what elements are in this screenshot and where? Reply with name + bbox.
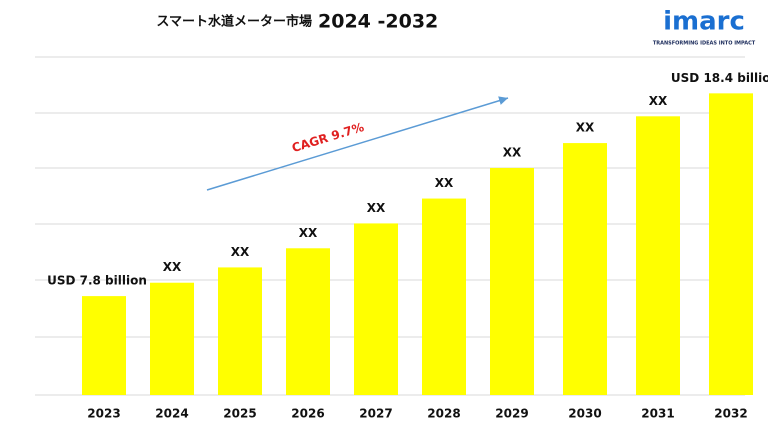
value-label: XX — [576, 121, 595, 135]
cagr-annotation: CAGR 9.7% — [290, 120, 365, 155]
bar — [218, 267, 262, 395]
x-tick-label: 2030 — [568, 407, 601, 421]
x-tick-label: 2027 — [359, 407, 392, 421]
x-tick-label: 2029 — [495, 407, 528, 421]
x-tick-label: 2031 — [641, 407, 674, 421]
chart-title-years: 2024 -2032 — [318, 11, 438, 33]
value-label: XX — [435, 176, 454, 190]
bar — [636, 116, 680, 395]
x-tick-label: 2025 — [223, 407, 256, 421]
chart-title: スマート水道メーター市場 — [156, 14, 312, 30]
logo: imarc — [663, 7, 745, 37]
bar — [286, 248, 330, 395]
value-label: XX — [231, 245, 250, 259]
bar — [563, 143, 607, 395]
x-tick-label: 2028 — [427, 407, 460, 421]
value-label: USD 18.4 billion — [671, 71, 768, 85]
x-tick-label: 2023 — [87, 407, 120, 421]
value-label: XX — [649, 94, 668, 108]
bar — [354, 223, 398, 395]
value-label: XX — [299, 226, 318, 240]
bar — [150, 282, 194, 395]
x-tick-label: 2024 — [155, 407, 188, 421]
value-label: XX — [163, 260, 182, 274]
x-tick-label: 2026 — [291, 407, 324, 421]
x-tick-label: 2032 — [714, 407, 747, 421]
bar — [709, 93, 753, 395]
value-label: XX — [367, 201, 386, 215]
value-label: XX — [503, 145, 522, 159]
trend-arrow — [206, 96, 509, 191]
bar — [82, 296, 126, 395]
logo-tagline: TRANSFORMING IDEAS INTO IMPACT — [653, 41, 756, 47]
bar — [422, 198, 466, 395]
value-label: USD 7.8 billion — [47, 274, 147, 288]
bar — [490, 167, 534, 395]
